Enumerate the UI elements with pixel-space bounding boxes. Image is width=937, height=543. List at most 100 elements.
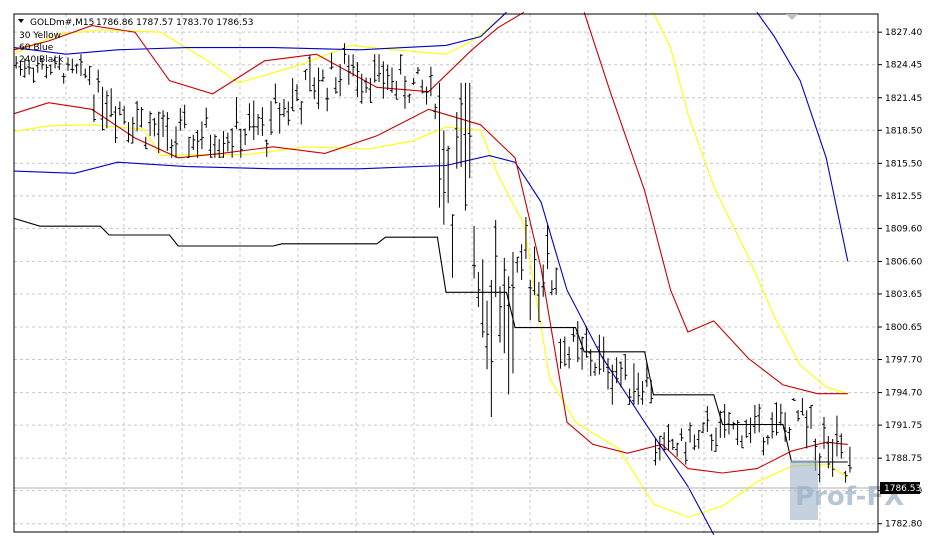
price-bar	[338, 64, 343, 97]
price-bar	[109, 88, 114, 117]
price-bar	[195, 129, 200, 158]
price-bar	[40, 58, 45, 70]
price-bar	[510, 251, 515, 374]
y-tick-label: 1794.70	[885, 389, 922, 399]
price-bar	[830, 438, 835, 477]
price-bar	[662, 432, 667, 451]
price-bar	[122, 106, 127, 125]
price-bar	[234, 97, 239, 130]
price-bar	[696, 429, 701, 449]
band-line	[13, 155, 715, 536]
price-bar	[342, 43, 347, 64]
price-bar	[523, 217, 528, 259]
price-bar	[554, 267, 559, 295]
y-tick-label: 1803.65	[885, 290, 922, 300]
price-bar	[822, 416, 826, 449]
y-tick-label: 1827.40	[885, 28, 922, 38]
price-bar	[541, 264, 546, 297]
price-bar	[264, 139, 269, 158]
price-bar	[312, 77, 317, 100]
price-bar	[320, 69, 325, 82]
band-line	[652, 12, 848, 395]
y-tick-label: 1806.60	[885, 257, 922, 267]
price-bar	[506, 276, 511, 395]
price-bar	[558, 338, 563, 369]
price-bar	[407, 93, 412, 104]
price-bar	[437, 82, 442, 208]
price-bar	[640, 381, 645, 405]
price-bar	[536, 282, 541, 323]
band-line	[13, 11, 525, 95]
price-bar	[372, 54, 377, 83]
band-line	[13, 217, 848, 463]
chart-header: GOLDm#,M15 1786.86 1787.57 1783.70 1786.…	[18, 18, 253, 65]
price-bar	[459, 82, 464, 167]
price-bar	[178, 107, 183, 131]
price-bar	[787, 426, 792, 441]
price-bar	[316, 67, 321, 110]
price-bar	[757, 403, 762, 433]
price-bar	[22, 58, 27, 78]
price-bar	[277, 102, 282, 134]
price-bar	[411, 77, 416, 85]
price-bar	[817, 453, 822, 483]
scroll-marker-icon[interactable]	[786, 14, 798, 20]
price-marker: 1786.53	[880, 482, 921, 494]
price-bar	[796, 409, 801, 422]
price-bar	[480, 259, 485, 338]
price-bar	[688, 422, 693, 443]
price-bars	[14, 43, 852, 483]
price-bar	[186, 136, 191, 158]
price-bar	[580, 336, 585, 370]
price-bar	[657, 435, 662, 461]
price-bar	[126, 122, 131, 143]
price-bar	[428, 66, 433, 97]
price-bar	[804, 410, 809, 449]
price-bar	[834, 415, 839, 457]
dropdown-triangle-icon[interactable]	[18, 19, 24, 23]
price-bar	[450, 214, 455, 278]
price-bar	[675, 442, 680, 457]
price-bar	[476, 271, 481, 308]
price-bar	[765, 435, 770, 445]
price-bar	[377, 54, 382, 83]
price-bar	[346, 54, 351, 85]
symbol-label: GOLDm#,M15	[30, 18, 94, 28]
price-bar	[351, 54, 356, 77]
price-bar	[61, 72, 66, 84]
price-bar	[390, 67, 394, 93]
price-bar	[532, 246, 537, 296]
price-bar	[618, 361, 623, 388]
price-bar	[182, 104, 187, 129]
price-bar	[463, 82, 468, 211]
grid	[14, 14, 878, 532]
price-bar	[415, 66, 420, 75]
price-bar	[174, 126, 178, 158]
price-bar	[152, 117, 157, 137]
price-bar	[113, 106, 118, 144]
price-bar	[744, 419, 749, 438]
price-bar	[100, 86, 105, 131]
price-bar	[847, 446, 852, 473]
y-tick-label: 1815.50	[885, 159, 922, 169]
price-bar	[230, 128, 235, 158]
price-bar	[441, 130, 446, 225]
price-bar	[839, 433, 844, 459]
price-bar	[27, 60, 32, 75]
price-bar	[498, 286, 502, 343]
y-tick-label: 1797.70	[885, 356, 922, 366]
price-bar	[212, 134, 217, 158]
price-bar	[666, 423, 671, 451]
price-bar	[809, 404, 814, 429]
price-bar	[584, 326, 589, 358]
price-marker-box	[880, 482, 920, 494]
price-bar	[91, 94, 96, 122]
plot-border	[13, 13, 879, 533]
bollinger-bands	[13, 11, 849, 536]
price-bar	[748, 417, 753, 444]
price-bar	[485, 300, 490, 370]
price-bar	[364, 77, 369, 93]
price-bar	[770, 412, 775, 439]
price-bar	[739, 435, 744, 449]
